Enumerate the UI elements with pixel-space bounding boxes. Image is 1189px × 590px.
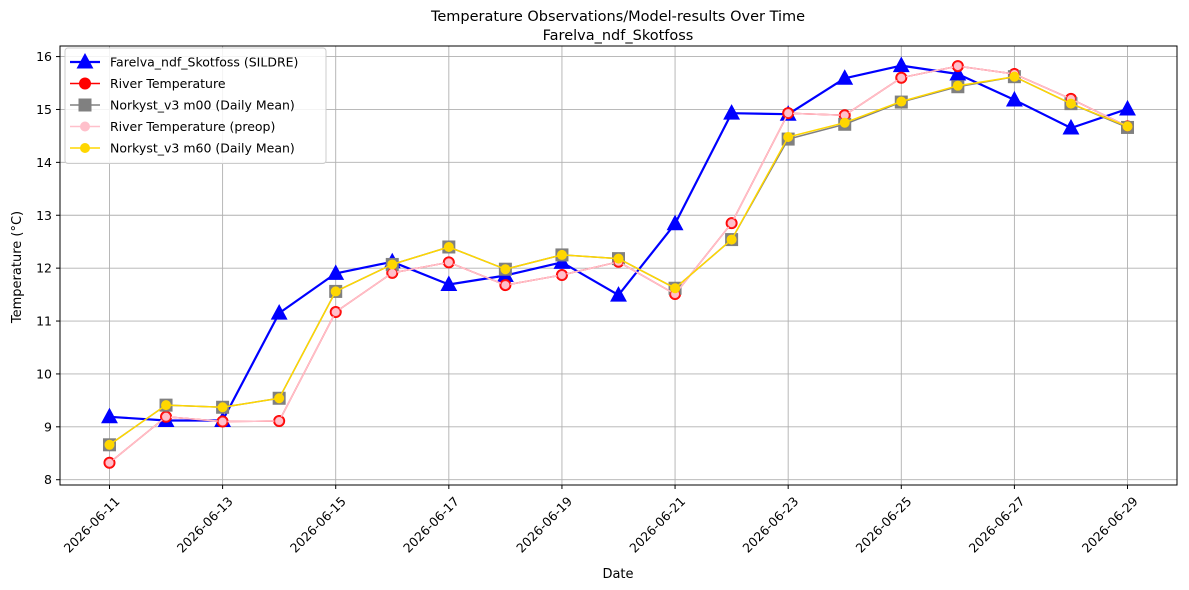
data-point [327, 264, 345, 280]
legend-marker [76, 52, 94, 69]
y-tick-label: 8 [44, 472, 52, 487]
data-point [670, 283, 681, 294]
data-point [217, 416, 228, 427]
legend-label: Farelva_ndf_Skotfoss (SILDRE) [110, 55, 298, 70]
data-point [839, 117, 850, 128]
chart-title: Temperature Observations/Model-results O… [430, 9, 805, 25]
data-point [1062, 118, 1080, 135]
y-tick-label: 9 [44, 419, 52, 434]
data-point [783, 108, 794, 119]
legend-box [64, 47, 327, 164]
legend-marker [79, 77, 91, 90]
data-point [330, 307, 341, 318]
data-point [726, 218, 737, 229]
data-point [101, 407, 118, 424]
data-point [952, 61, 963, 72]
y-axis-label: Temperature (°C) [10, 211, 25, 324]
data-point [613, 253, 624, 264]
data-point [443, 257, 454, 268]
plot-series [101, 56, 1136, 469]
data-point [387, 267, 398, 278]
legend-entry-5: Norkyst_v3 m60 (Daily Mean) [70, 141, 295, 156]
data-point [666, 214, 684, 231]
legend-entry-1: Farelva_ndf_Skotfoss (SILDRE) [70, 52, 298, 70]
y-tick-label: 15 [36, 102, 52, 117]
data-point [443, 241, 454, 252]
data-point [556, 270, 567, 281]
data-point [896, 96, 907, 107]
data-point [500, 280, 511, 291]
data-point [270, 304, 288, 320]
data-point [610, 286, 627, 302]
data-point [723, 104, 741, 120]
x-axis-label: Date [602, 567, 633, 582]
series-5 [104, 71, 1133, 450]
data-point [387, 259, 398, 270]
data-point [836, 69, 854, 85]
data-point [949, 64, 967, 81]
y-tick-label: 10 [36, 366, 52, 381]
data-point [161, 411, 172, 422]
data-point [896, 72, 907, 83]
legend-marker [80, 143, 90, 153]
legend-marker [78, 98, 92, 112]
data-point [1009, 71, 1020, 82]
data-point [892, 56, 910, 73]
plot-frame [59, 45, 1178, 486]
legend-entry-3: Norkyst_v3 m00 (Daily Mean) [70, 98, 295, 113]
legend-label: River Temperature [110, 76, 226, 91]
data-point [1065, 98, 1076, 109]
data-point [1005, 90, 1023, 107]
legend-label: River Temperature (preop) [110, 119, 275, 134]
y-tick-label: 13 [36, 208, 52, 223]
data-point [556, 249, 567, 260]
data-point [104, 457, 115, 468]
legend-marker [80, 121, 90, 132]
data-point [274, 416, 285, 427]
chart-subtitle: Farelva_ndf_Skotfoss [543, 28, 694, 44]
data-point [1122, 121, 1133, 132]
y-tick-label: 16 [36, 49, 52, 64]
y-tick-label: 14 [36, 155, 52, 170]
legend: Farelva_ndf_Skotfoss (SILDRE) River Tempe… [64, 47, 327, 164]
data-point [500, 264, 511, 275]
data-point [274, 393, 285, 404]
data-point [783, 131, 794, 142]
data-point [952, 80, 963, 91]
data-point [1119, 99, 1136, 116]
data-point [330, 286, 341, 297]
data-point [726, 234, 737, 245]
data-point [161, 400, 172, 411]
y-tick-label: 11 [36, 314, 52, 329]
legend-entry-2: River Temperature [70, 76, 226, 91]
y-tick-label: 12 [36, 261, 52, 276]
data-point [217, 402, 228, 413]
grid-lines [60, 46, 1177, 485]
legend-label: Norkyst_v3 m60 (Daily Mean) [110, 141, 295, 156]
data-point [440, 275, 458, 292]
data-point [104, 439, 115, 450]
legend-entry-4: River Temperature (preop) [70, 119, 275, 134]
legend-label: Norkyst_v3 m00 (Daily Mean) [110, 98, 295, 113]
